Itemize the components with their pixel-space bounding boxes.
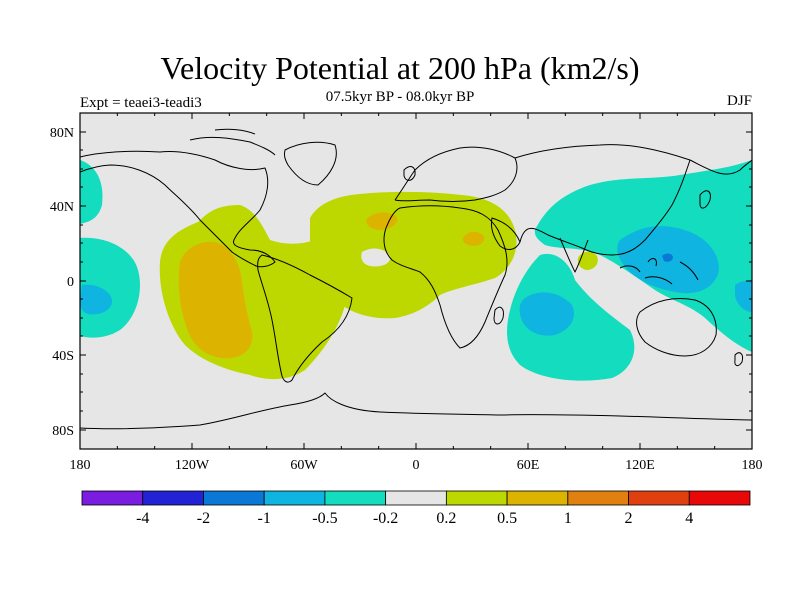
coast-india: [559, 237, 589, 273]
lon-tick-label: 0: [413, 458, 420, 473]
season-label: DJF: [726, 93, 752, 109]
coast-antarctica: [80, 392, 752, 430]
coast-uk: [403, 166, 416, 181]
lon-tick-label: 120W: [175, 458, 210, 473]
colorbar-swatch: [263, 490, 326, 506]
colorbar-swatch: [628, 490, 690, 506]
colorbar-label: -4: [136, 510, 149, 527]
lat-tick-label: 40N: [50, 200, 74, 215]
contour-gold-africa-east: [462, 231, 485, 246]
coast-islands: [619, 258, 699, 285]
colorbar-label: 4: [685, 510, 693, 527]
lon-tick-label: 60W: [290, 458, 318, 473]
coast-new-zealand: [734, 352, 743, 367]
coast-north-america: [80, 150, 276, 268]
contour-gold-atlantic-north: [366, 212, 398, 230]
coast-europe: [394, 146, 518, 202]
colorbar-swatch: [203, 490, 265, 506]
colorbar-label: 0.5: [497, 510, 517, 527]
contour-neutral-gap: [361, 248, 391, 267]
lat-tick-label: 0: [67, 275, 74, 290]
contour-pos-atlantic-africa: [310, 191, 517, 319]
lat-tick-label: 80N: [50, 126, 74, 141]
experiment-label: Expt = teaei3-teadi3: [80, 95, 202, 111]
coastlines: [80, 128, 752, 430]
contour-pos-small-asia: [577, 251, 598, 270]
colorbar-swatch: [81, 490, 144, 506]
lon-tick-label: 180: [742, 458, 763, 473]
coast-asia: [514, 144, 752, 256]
contour-blue-west-pacific: [80, 284, 113, 315]
colorbar-label: -0.2: [373, 510, 398, 527]
coast-africa: [383, 205, 508, 349]
contour-blue-east-edge: [735, 280, 752, 312]
contour-neg-northpacific-west: [80, 160, 103, 224]
contour-darkblue-core: [662, 253, 673, 262]
lat-tick-label: 40S: [52, 349, 74, 364]
colorbar-label: -1: [258, 510, 271, 527]
contour-gold-east-pacific: [178, 241, 253, 359]
colorbar-label: -2: [197, 510, 210, 527]
coast-arabia: [491, 217, 521, 250]
coast-japan: [699, 190, 711, 209]
coast-australia: [636, 298, 717, 357]
colorbar-swatch: [324, 490, 387, 506]
map-field: [80, 113, 752, 449]
colorbar-swatch: [142, 490, 204, 506]
colorbar-label: -0.5: [312, 510, 337, 527]
lon-tick-label: 180: [70, 458, 91, 473]
colorbar-swatch: [385, 490, 447, 506]
colorbar-label: 0.2: [436, 510, 456, 527]
coast-greenland: [283, 141, 337, 186]
chart-subtitle: 07.5kyr BP - 08.0kyr BP: [325, 89, 475, 105]
coast-canada-arctic: [189, 128, 276, 156]
colorbar-swatch: [567, 490, 629, 506]
lat-tick-label: 80S: [52, 424, 74, 439]
colorbar-label: 2: [625, 510, 633, 527]
colorbar: -4 -2 -1 -0.5 -0.2 0.2 0.5 1 2 4: [81, 490, 751, 527]
coast-south-america: [257, 254, 353, 383]
colorbar-swatch: [445, 490, 508, 506]
lon-axis: 180 120W 60W 0 60E 120E 180: [70, 113, 763, 473]
colorbar-swatch: [688, 490, 751, 506]
colorbar-swatch: [506, 490, 569, 506]
chart-title: Velocity Potential at 200 hPa (km2/s): [160, 50, 640, 86]
lon-tick-label: 60E: [517, 458, 540, 473]
coast-madagascar: [493, 306, 504, 325]
contour-blue-indian-ocean: [519, 292, 575, 336]
lat-axis: 80N 40N 0 40S 80S: [50, 126, 752, 439]
lon-tick-label: 120E: [625, 458, 655, 473]
colorbar-label: 1: [564, 510, 572, 527]
